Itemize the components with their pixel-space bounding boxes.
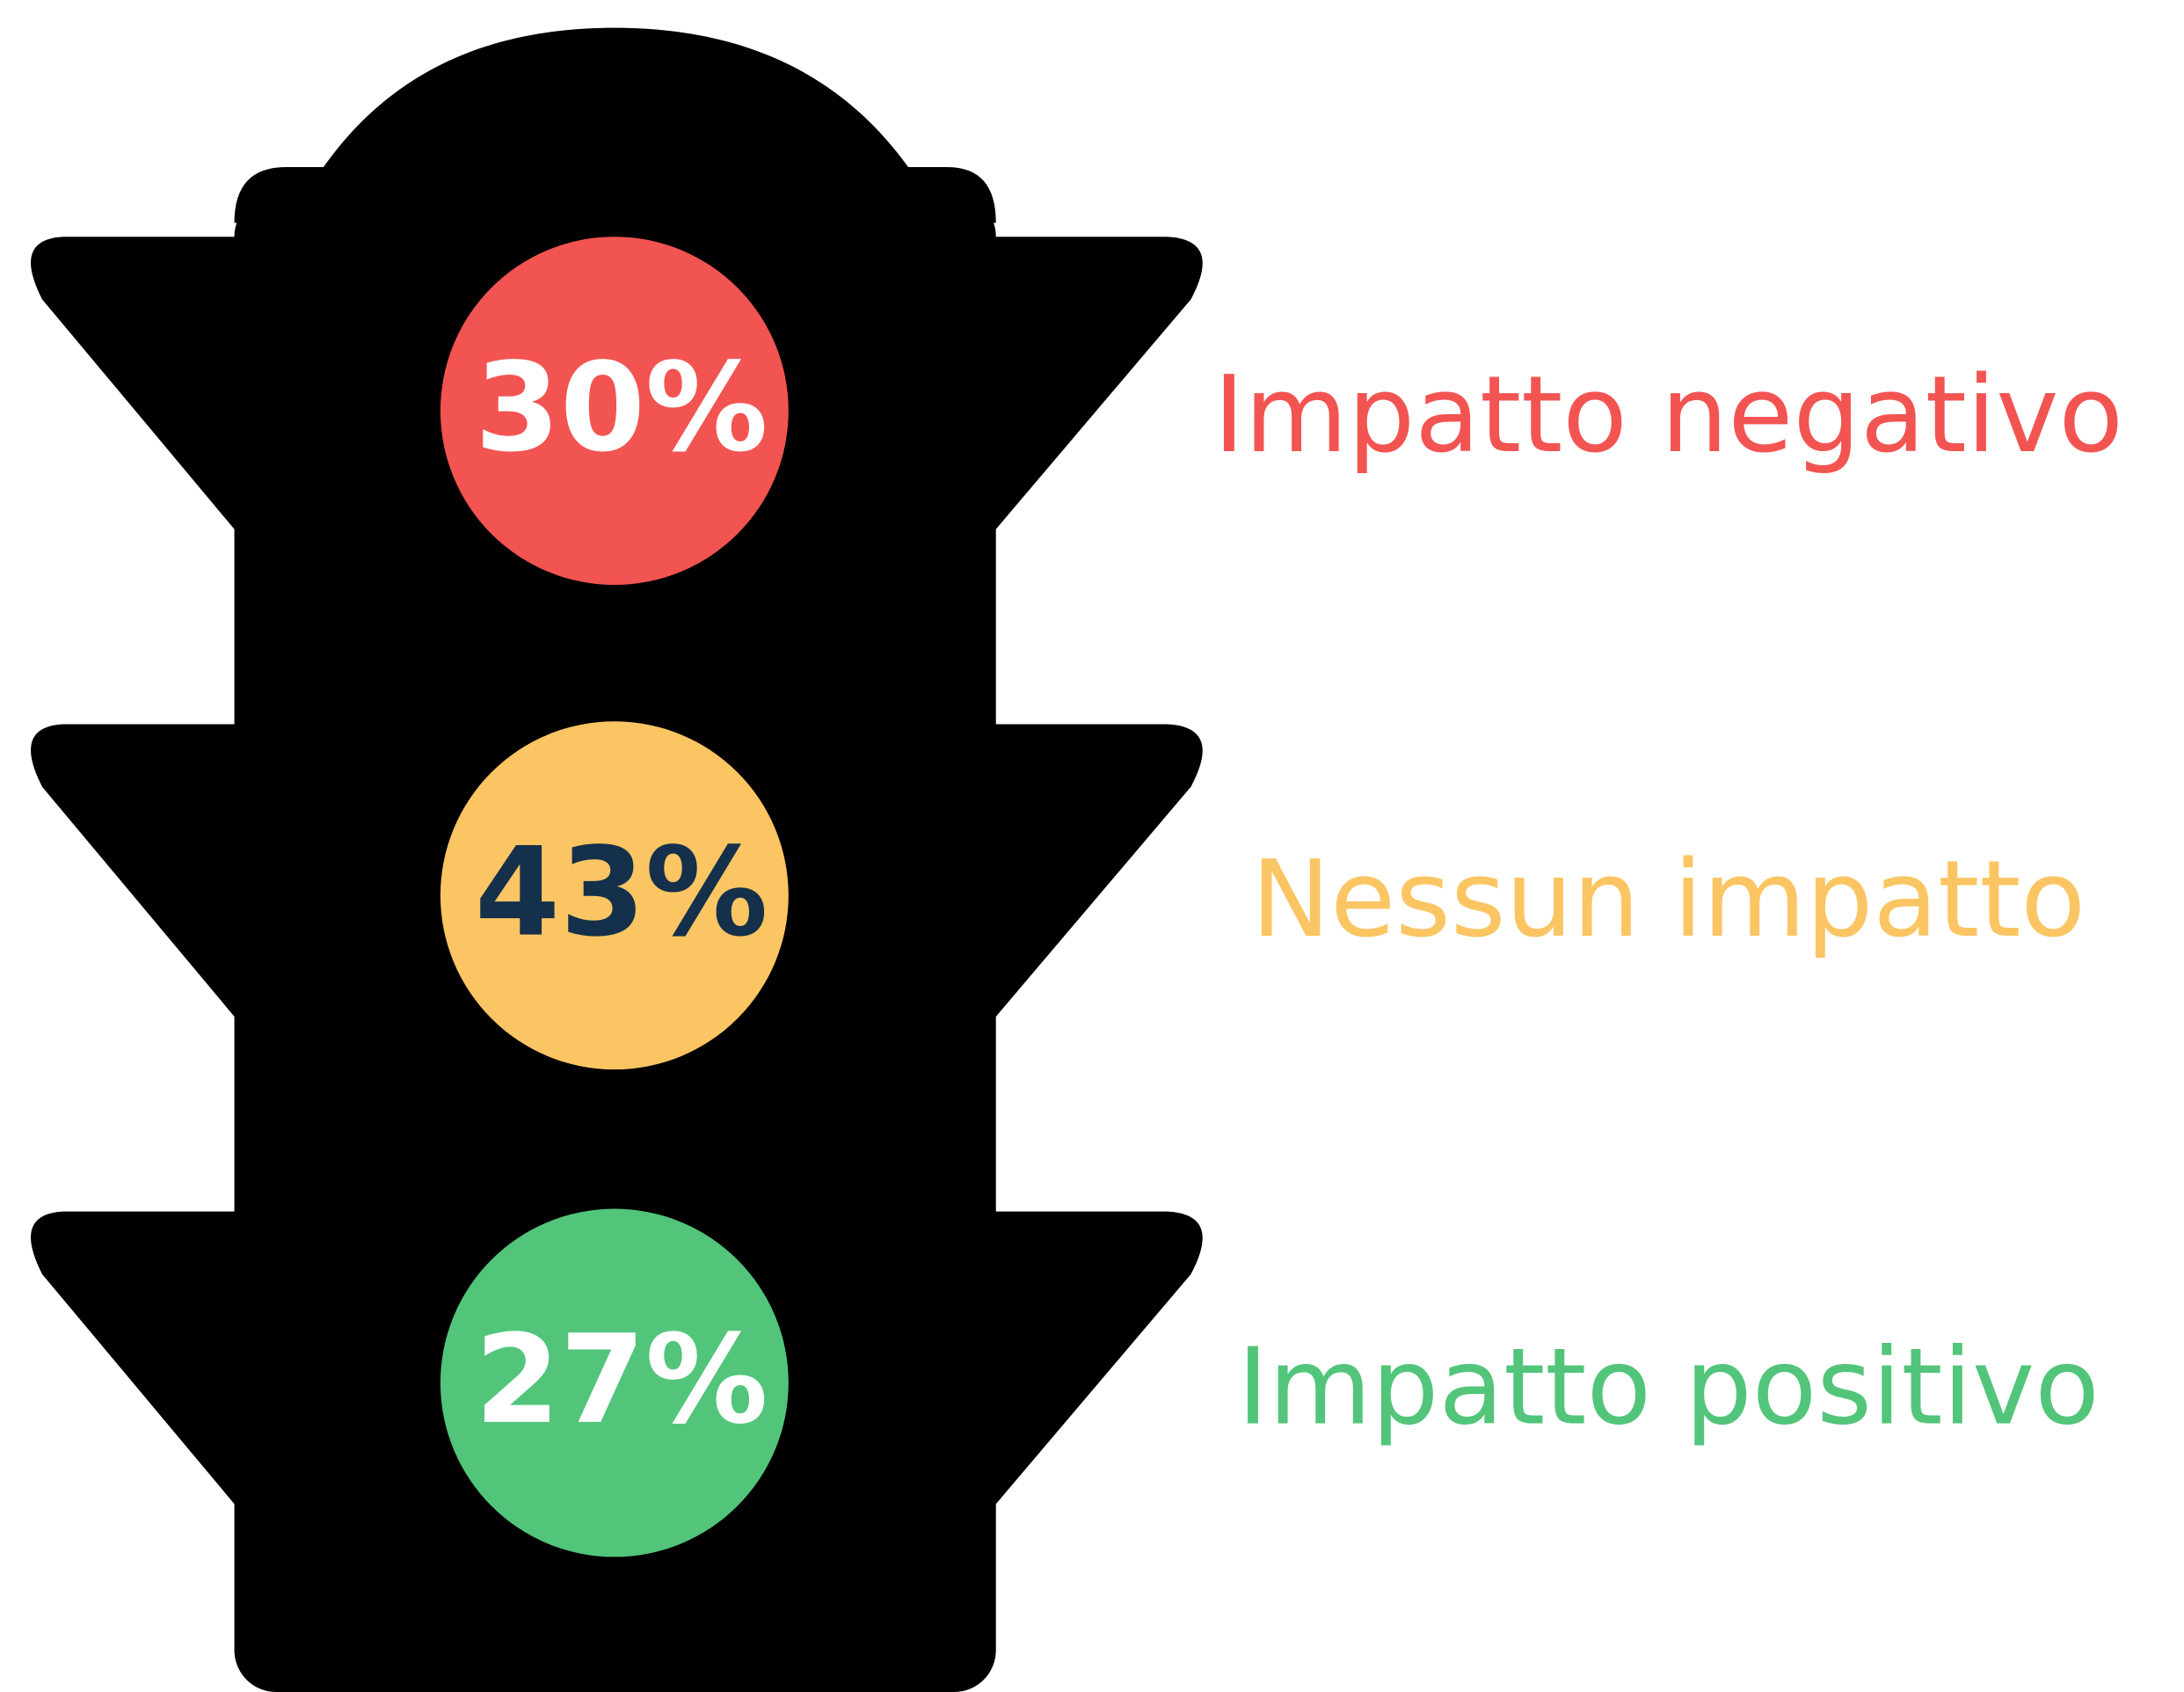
light-label: Impatto positivo [1237,1325,2100,1448]
light-value: 27% [475,1309,768,1451]
light-value: 43% [475,821,768,964]
light [440,1208,789,1557]
dome [234,27,996,223]
light-value: 30% [475,337,768,479]
light-label: Impatto negativo [1213,354,2123,477]
light [440,721,789,1070]
light [440,237,789,586]
light-label: Nessun impatto [1251,838,2086,961]
